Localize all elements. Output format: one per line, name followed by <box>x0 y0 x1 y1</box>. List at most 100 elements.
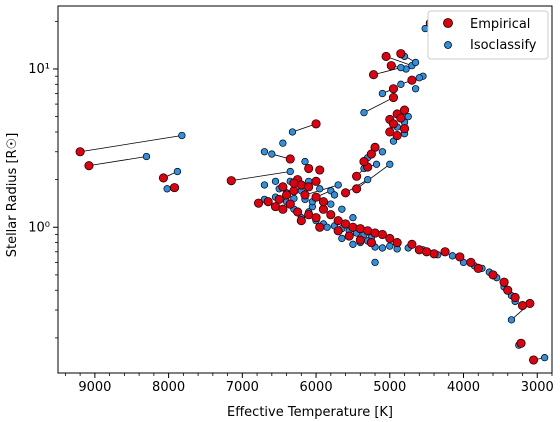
empirical-point-53 <box>318 204 328 214</box>
empirical-point-34 <box>359 157 369 167</box>
connector-line-10 <box>356 163 391 190</box>
legend: Empirical Isoclassify <box>427 10 549 60</box>
empirical-point-67 <box>455 252 465 262</box>
connector-line-0 <box>80 135 182 153</box>
y-axis-title: Stellar Radius [R☉] <box>5 133 20 258</box>
connector-line-19 <box>363 97 394 113</box>
empirical-point-18 <box>388 84 399 94</box>
empirical-point-0 <box>75 147 85 157</box>
isoclassify-point-88 <box>411 85 420 93</box>
empirical-point-57 <box>348 222 358 232</box>
isoclassify-point-20 <box>334 181 342 189</box>
empirical-point-63 <box>392 238 402 248</box>
isoclassify-point-11 <box>364 175 372 184</box>
isoclassify-point-78 <box>378 148 387 156</box>
empirical-point-56 <box>341 219 351 229</box>
y-tick-label-0: 10⁰ <box>28 220 50 235</box>
empirical-point-69 <box>473 263 483 273</box>
empirical-point-23 <box>529 355 539 365</box>
empirical-point-24 <box>516 338 526 348</box>
empirical-point-49 <box>278 204 288 214</box>
empirical-point-61 <box>377 229 387 240</box>
empirical-point-15 <box>386 61 396 71</box>
empirical-point-79 <box>355 235 365 245</box>
isoclassify-point-23 <box>540 354 549 362</box>
isoclassify-point-81 <box>279 139 287 147</box>
x-tick-label-0: 9000 <box>78 380 111 395</box>
connector-line-1 <box>88 156 147 167</box>
empirical-point-48 <box>285 199 295 209</box>
empirical-point-21 <box>311 192 321 202</box>
empirical-point-37 <box>311 176 321 186</box>
legend-marker-isoclassify <box>444 41 452 49</box>
isoclassify-point-25 <box>260 181 269 189</box>
empirical-point-29 <box>388 119 399 129</box>
isoclassify-point-16 <box>397 63 405 72</box>
plot-frame <box>57 5 553 374</box>
isoclassify-point-51 <box>386 242 394 250</box>
empirical-point-8 <box>352 171 362 181</box>
empirical-point-73 <box>510 292 520 303</box>
empirical-point-36 <box>315 165 325 175</box>
empirical-point-74 <box>517 301 528 311</box>
empirical-point-68 <box>466 257 476 267</box>
isoclassify-point-17 <box>397 80 405 88</box>
x-tick-label-2: 7000 <box>226 380 259 395</box>
empirical-point-64 <box>407 239 417 249</box>
empirical-point-62 <box>385 233 395 243</box>
empirical-point-6 <box>285 154 295 164</box>
empirical-point-77 <box>333 226 343 236</box>
empirical-point-50 <box>293 207 303 217</box>
isoclassify-point-56 <box>448 252 457 260</box>
isoclassify-point-66 <box>338 234 346 243</box>
isoclassify-point-85 <box>338 205 346 213</box>
empirical-point-27 <box>396 113 406 123</box>
empirical-point-44 <box>274 194 284 204</box>
empirical-point-10 <box>352 184 362 194</box>
empirical-point-11 <box>341 188 351 198</box>
empirical-point-5 <box>311 119 321 129</box>
x-tick-label-6: 3000 <box>521 380 554 395</box>
x-tick-label-3: 6000 <box>300 380 333 395</box>
x-tick-label-4: 5000 <box>373 380 406 395</box>
empirical-point-78 <box>344 231 354 241</box>
empirical-point-82 <box>422 247 432 257</box>
isoclassify-point-9 <box>372 160 381 168</box>
isoclassify-point-5 <box>288 128 297 136</box>
isoclassify-point-22 <box>507 316 516 324</box>
x-tick-label-1: 8000 <box>152 380 185 395</box>
y-tick-label-1: 10¹ <box>28 62 50 77</box>
empirical-point-60 <box>370 228 380 238</box>
empirical-point-39 <box>296 180 306 190</box>
legend-box <box>427 10 549 60</box>
empirical-point-2 <box>158 173 168 183</box>
empirical-point-17 <box>407 75 417 85</box>
isoclassify-point-10 <box>386 160 394 168</box>
empirical-point-30 <box>399 124 410 134</box>
isoclassify-point-84 <box>327 200 335 208</box>
isoclassify-point-50 <box>378 244 387 252</box>
empirical-point-75 <box>315 222 325 232</box>
empirical-point-25 <box>399 105 410 115</box>
empirical-point-71 <box>499 277 509 287</box>
isoclassify-point-39 <box>323 223 331 231</box>
empirical-point-52 <box>311 213 321 223</box>
axes: 9000 8000 7000 6000 5000 4000 3000 10⁰ 10¹ <box>28 5 554 395</box>
empirical-point-54 <box>326 210 336 220</box>
isoclassify-point-80 <box>260 148 269 156</box>
isoclassify-point-14 <box>411 58 420 67</box>
empirical-point-66 <box>440 247 450 257</box>
isoclassify-point-65 <box>371 258 379 267</box>
empirical-point-16 <box>369 70 379 80</box>
empirical-point-20 <box>300 190 310 200</box>
isoclassify-point-4 <box>286 167 294 176</box>
empirical-point-14 <box>396 49 406 59</box>
isoclassify-point-1 <box>142 152 151 161</box>
empirical-point-40 <box>278 182 288 192</box>
empirical-point-41 <box>289 186 299 196</box>
empirical-point-76 <box>296 216 306 226</box>
isoclassify-point-18 <box>378 89 387 98</box>
empirical-point-32 <box>392 130 402 141</box>
isoclassify-point-0 <box>178 131 186 140</box>
empirical-point-43 <box>282 190 292 200</box>
